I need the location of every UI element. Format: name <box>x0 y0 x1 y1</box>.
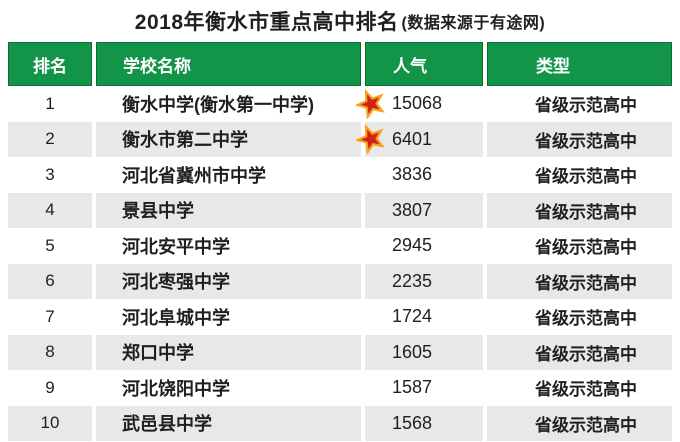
rank-cell: 8 <box>8 334 92 370</box>
ranking-table: 排名 学校名称 人气 类型 1 衡水中学(衡水第一中学) 15068 省级示范高… <box>8 42 672 441</box>
table-row: 9 河北饶阳中学 1587 省级示范高中 <box>8 370 672 406</box>
popularity-value: 15068 <box>392 93 443 114</box>
popularity-value: 1568 <box>392 412 433 433</box>
popularity-cell: 3836 <box>365 157 483 193</box>
popularity-cell: 1724 <box>365 299 483 335</box>
popularity-value: 6401 <box>392 128 433 149</box>
popularity-cell: 1605 <box>365 334 483 370</box>
popularity-value: 3836 <box>392 164 433 185</box>
type-cell: 省级示范高中 <box>487 192 672 228</box>
school-cell: 河北枣强中学 <box>96 263 361 299</box>
popularity-value: 2945 <box>392 235 433 256</box>
rank-cell: 7 <box>45 306 55 326</box>
rank-cell: 4 <box>8 192 92 228</box>
table-row: 10 武邑县中学 1568 省级示范高中 <box>8 405 672 441</box>
rank-cell: 3 <box>45 164 55 184</box>
header-school: 学校名称 <box>96 42 361 86</box>
type-cell: 省级示范高中 <box>535 238 637 258</box>
school-cell: 郑口中学 <box>96 334 361 370</box>
table-row: 7 河北阜城中学 1724 省级示范高中 <box>8 299 672 335</box>
school-cell: 河北饶阳中学 <box>122 378 230 399</box>
page-title: 2018年衡水市重点高中排名 <box>134 11 399 34</box>
school-cell: 衡水中学(衡水第一中学) <box>122 94 314 115</box>
popularity-cell: 2945 <box>365 228 483 264</box>
rank-cell: 9 <box>45 377 55 397</box>
rank-cell: 1 <box>45 93 55 113</box>
type-cell: 省级示范高中 <box>535 380 637 400</box>
header-popularity: 人气 <box>365 42 483 86</box>
school-cell: 河北安平中学 <box>122 236 230 257</box>
type-cell: 省级示范高中 <box>535 96 637 116</box>
popularity-value: 1587 <box>392 377 433 398</box>
table-row: 8 郑口中学 1605 省级示范高中 <box>8 334 672 370</box>
rank-cell: 6 <box>8 263 92 299</box>
type-cell: 省级示范高中 <box>487 121 672 157</box>
star-icon <box>356 124 386 155</box>
school-cell: 衡水市第二中学 <box>96 121 361 157</box>
table-row: 1 衡水中学(衡水第一中学) 15068 省级示范高中 <box>8 86 672 122</box>
table-row: 3 河北省冀州市中学 3836 省级示范高中 <box>8 157 672 193</box>
table-row: 2 衡水市第二中学 6401 省级示范高中 <box>8 121 672 157</box>
rank-cell: 2 <box>8 121 92 157</box>
popularity-cell: 3807 <box>365 192 483 228</box>
popularity-cell: 1568 <box>365 405 483 441</box>
popularity-cell: 1587 <box>365 370 483 406</box>
popularity-value: 3807 <box>392 199 433 220</box>
type-cell: 省级示范高中 <box>487 405 672 441</box>
popularity-value: 1724 <box>392 306 433 327</box>
popularity-cell: 2235 <box>365 263 483 299</box>
rank-cell: 10 <box>8 405 92 441</box>
table-row: 6 河北枣强中学 2235 省级示范高中 <box>8 263 672 299</box>
school-cell: 武邑县中学 <box>96 405 361 441</box>
table-header-row: 排名 学校名称 人气 类型 <box>8 42 672 86</box>
popularity-cell: 15068 <box>356 86 483 122</box>
popularity-value: 2235 <box>392 270 433 291</box>
type-cell: 省级示范高中 <box>535 309 637 329</box>
school-cell: 河北阜城中学 <box>122 307 230 328</box>
school-cell: 河北省冀州市中学 <box>122 165 266 186</box>
school-cell: 景县中学 <box>96 192 361 228</box>
popularity-cell: 6401 <box>356 121 483 157</box>
star-icon <box>356 88 386 119</box>
page-title-bar: 2018年衡水市重点高中排名 (数据来源于有途网) <box>0 0 680 42</box>
page-title-source-note: (数据来源于有途网) <box>401 15 546 32</box>
header-type: 类型 <box>487 42 672 86</box>
header-rank: 排名 <box>8 42 92 86</box>
table-row: 4 景县中学 3807 省级示范高中 <box>8 192 672 228</box>
table-body: 1 衡水中学(衡水第一中学) 15068 省级示范高中 2 衡水市第二中学 <box>8 86 672 441</box>
table-row: 5 河北安平中学 2945 省级示范高中 <box>8 228 672 264</box>
popularity-value: 1605 <box>392 341 433 362</box>
type-cell: 省级示范高中 <box>535 167 637 187</box>
type-cell: 省级示范高中 <box>487 334 672 370</box>
rank-cell: 5 <box>45 235 55 255</box>
type-cell: 省级示范高中 <box>487 263 672 299</box>
